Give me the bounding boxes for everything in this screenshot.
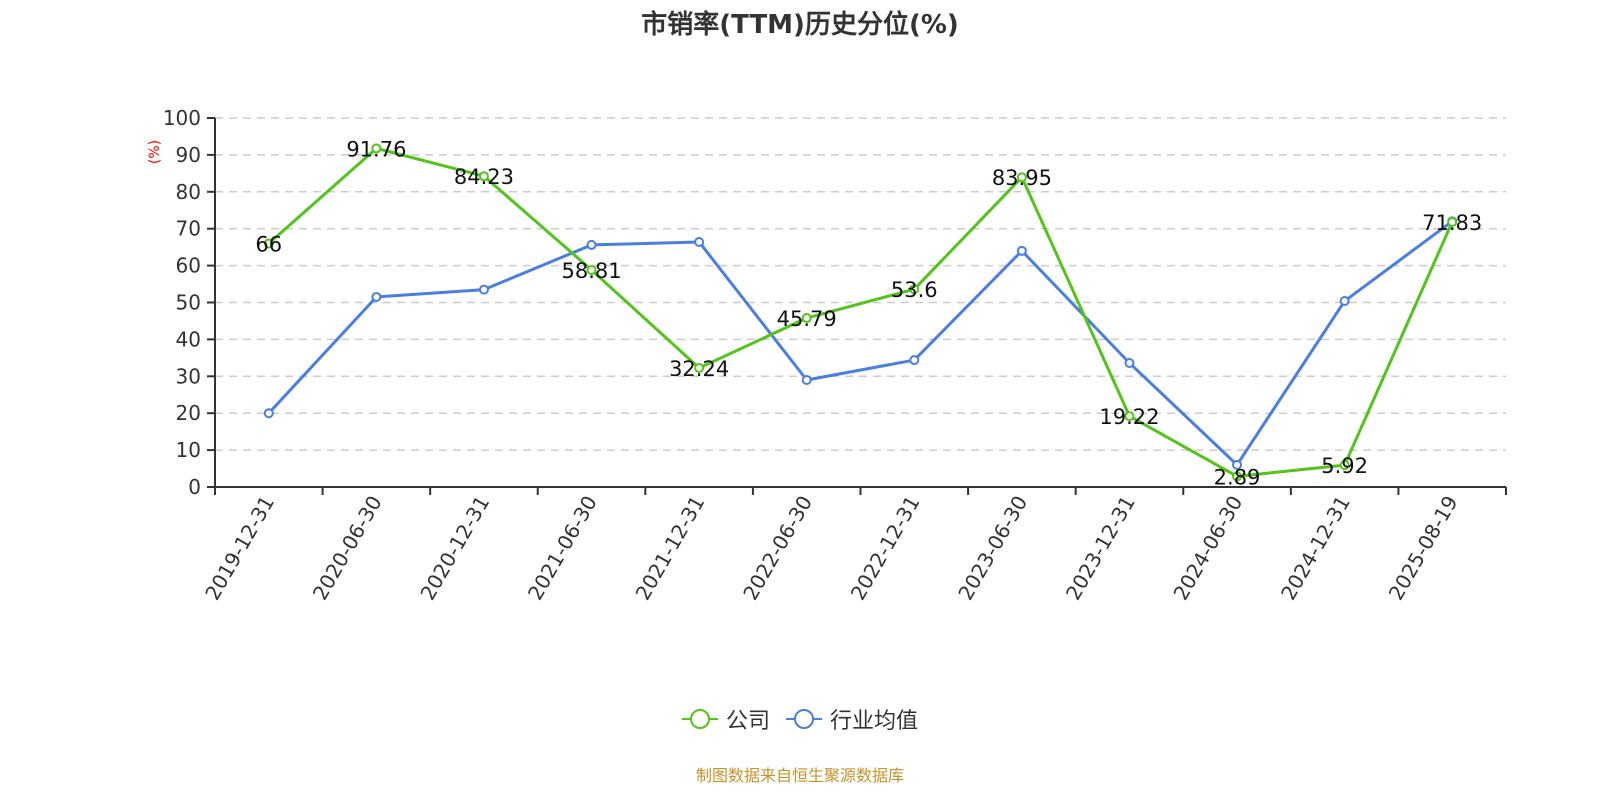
chart-title: 市销率(TTM)历史分位(%) <box>641 10 959 40</box>
data-label: 71.83 <box>1422 211 1482 235</box>
y-tick-label: 40 <box>176 327 201 351</box>
data-point[interactable] <box>263 408 274 419</box>
x-tick-label: 2022-06-30 <box>738 492 817 605</box>
legend: 公司 行业均值 <box>0 703 1600 735</box>
data-label: 53.6 <box>891 278 938 302</box>
data-point[interactable] <box>801 313 812 324</box>
data-label: 5.92 <box>1321 454 1368 478</box>
source-footer: 制图数据来自恒生聚源数据库 <box>695 766 904 785</box>
grid-lines <box>215 117 1506 451</box>
x-tick-label: 2020-12-31 <box>415 492 494 605</box>
y-axis: 0 10 20 30 40 50 60 70 80 90 100(%) <box>147 106 216 499</box>
y-tick-label: 10 <box>176 438 201 462</box>
data-point[interactable] <box>478 171 489 182</box>
data-label: 32.24 <box>669 357 729 381</box>
data-point[interactable] <box>1124 411 1135 422</box>
data-point[interactable] <box>263 238 274 249</box>
data-label: 2.89 <box>1214 465 1261 489</box>
y-tick-label: 80 <box>176 180 201 204</box>
x-tick-label: 2024-12-31 <box>1276 492 1355 605</box>
data-point[interactable] <box>1124 358 1135 369</box>
y-tick-label: 90 <box>176 143 201 167</box>
data-point[interactable] <box>586 264 597 275</box>
y-axis-unit-label: (%) <box>147 140 163 164</box>
y-tick-label: 100 <box>163 106 201 130</box>
series-line <box>267 220 1454 467</box>
data-label: 45.79 <box>777 307 837 331</box>
x-tick-label: 2023-06-30 <box>953 492 1032 605</box>
legend-label: 行业均值 <box>830 709 919 734</box>
data-label: 83.95 <box>992 166 1052 190</box>
y-tick-label: 50 <box>176 291 201 315</box>
x-tick-label: 2021-12-31 <box>631 492 710 605</box>
y-tick-label: 70 <box>176 217 201 241</box>
data-point[interactable] <box>478 284 489 295</box>
x-tick-label: 2024-06-30 <box>1168 492 1247 605</box>
series-lines <box>263 143 1458 482</box>
data-point[interactable] <box>1447 216 1458 227</box>
y-tick-label: 20 <box>176 401 201 425</box>
data-point[interactable] <box>1016 245 1027 256</box>
x-tick-label: 2019-12-31 <box>200 492 279 605</box>
y-tick-label: 0 <box>188 475 201 499</box>
data-point[interactable] <box>1232 459 1243 470</box>
legend-item-industry-avg[interactable]: 行业均值 <box>786 703 918 735</box>
line-chart: 0 10 20 30 40 50 60 70 80 90 100(%) 2019-12-31 2020… <box>147 106 1507 605</box>
x-tick-label: 2022-12-31 <box>846 492 925 605</box>
series-line <box>267 146 1454 478</box>
legend-item-company[interactable]: 公司 <box>681 703 770 735</box>
data-point[interactable] <box>801 374 812 385</box>
data-point[interactable] <box>371 291 382 302</box>
x-tick-label: 2023-12-31 <box>1061 492 1140 605</box>
data-labels: 66 91.76 84.23 58.81 32.24 45.79 53.6 83.95 19.2… <box>255 137 1482 489</box>
x-axis: 2019-12-31 2020-06-30 2020-12-31 2021-06-30… <box>200 486 1507 605</box>
data-point[interactable] <box>1232 471 1243 482</box>
data-point[interactable] <box>1339 296 1350 307</box>
data-label: 58.81 <box>561 259 621 283</box>
data-point[interactable] <box>694 236 705 247</box>
data-point[interactable] <box>371 143 382 154</box>
data-label: 91.76 <box>346 137 406 161</box>
legend-label: 公司 <box>725 709 770 734</box>
data-point[interactable] <box>586 239 597 250</box>
legend-line-circle-icon <box>786 709 822 729</box>
y-tick-label: 60 <box>176 254 201 278</box>
data-point[interactable] <box>1339 460 1350 471</box>
x-tick-label: 2020-06-30 <box>308 492 387 605</box>
legend-line-circle-icon <box>681 709 718 729</box>
data-point[interactable] <box>909 284 920 295</box>
y-tick-label: 30 <box>176 364 201 388</box>
data-point[interactable] <box>1016 172 1027 183</box>
data-label: 19.22 <box>1099 405 1159 429</box>
data-point[interactable] <box>694 363 705 374</box>
x-tick-label: 2021-06-30 <box>523 492 602 605</box>
data-label: 84.23 <box>454 165 514 189</box>
x-tick-label: 2025-08-19 <box>1384 492 1463 605</box>
data-label: 66 <box>255 232 282 256</box>
data-point[interactable] <box>909 355 920 366</box>
